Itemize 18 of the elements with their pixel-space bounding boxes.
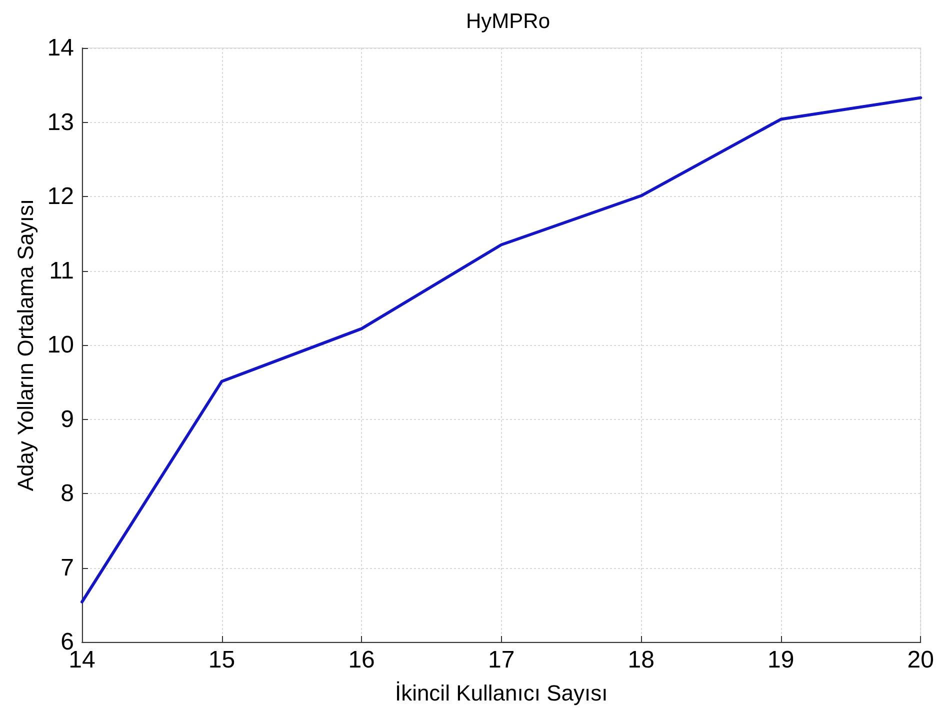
x-tick-label: 18 <box>628 646 654 674</box>
y-tick-label: 12 <box>47 183 74 210</box>
y-tick-label: 7 <box>60 554 74 582</box>
y-axis-title: Aday Yolların Ortalama Sayısı <box>12 198 38 492</box>
y-tick-label: 10 <box>47 332 74 358</box>
x-axis-title: İkincil Kullanıcı Sayısı <box>394 680 608 706</box>
y-tick-label: 8 <box>60 480 74 507</box>
x-tick-label: 19 <box>768 646 794 674</box>
x-tick-label: 15 <box>208 646 236 674</box>
x-tick-label: 16 <box>348 646 375 674</box>
y-tick-label: 13 <box>47 108 74 136</box>
line-series <box>80 96 922 604</box>
chart-title: HyMPRo <box>466 10 550 33</box>
y-tick-label: 9 <box>60 406 74 433</box>
y-tick-label: 14 <box>47 34 74 62</box>
x-tick-label: 20 <box>907 646 934 674</box>
x-tick-label: 17 <box>488 646 515 674</box>
y-tick-label: 11 <box>49 257 74 284</box>
